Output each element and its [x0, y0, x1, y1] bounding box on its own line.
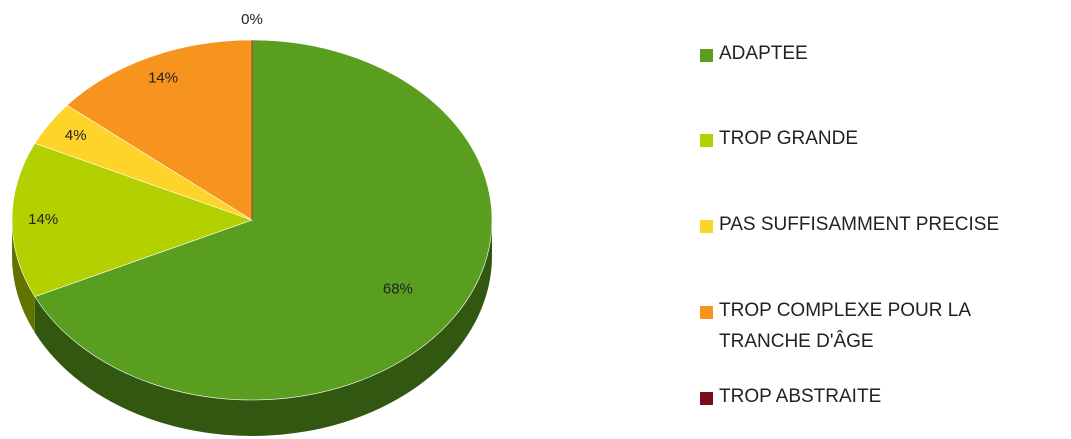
pie-slice-side — [11, 220, 35, 333]
data-label: 14% — [148, 69, 178, 86]
legend-swatch — [700, 306, 713, 319]
pie-area: 68% 14% 4% 14% 0% — [11, 11, 493, 437]
legend-swatch — [700, 49, 713, 62]
data-label: 4% — [65, 127, 87, 144]
data-label: 14% — [28, 211, 58, 228]
pie-slice-side — [34, 220, 493, 437]
data-label: 0% — [241, 11, 263, 28]
pie-slice — [34, 39, 493, 401]
legend-swatch — [700, 392, 713, 405]
pie-slice — [66, 39, 253, 221]
data-label: 68% — [383, 280, 413, 297]
legend-label: PAS SUFFISAMMENT PRECISE — [719, 214, 1000, 235]
legend-label: ADAPTEE — [719, 43, 808, 64]
legend-label: TROP GRANDE — [719, 128, 859, 149]
legend-entry: PAS SUFFISAMMENT PRECISE — [700, 214, 1070, 240]
legend-entry: TROP COMPLEXE POUR LA TRANCHE D'ÂGE — [700, 300, 1070, 357]
pie-slice — [11, 142, 253, 298]
legend-entry: ADAPTEE — [700, 43, 1070, 69]
legend-label: TROP ABSTRAITE — [719, 386, 882, 407]
legend-label: TROP COMPLEXE POUR LA TRANCHE D'ÂGE — [719, 300, 970, 352]
legend-swatch — [700, 134, 713, 147]
legend-entry: TROP GRANDE — [700, 128, 1070, 154]
legend-swatch — [700, 220, 713, 233]
legend-entry: TROP ABSTRAITE — [700, 386, 1070, 412]
